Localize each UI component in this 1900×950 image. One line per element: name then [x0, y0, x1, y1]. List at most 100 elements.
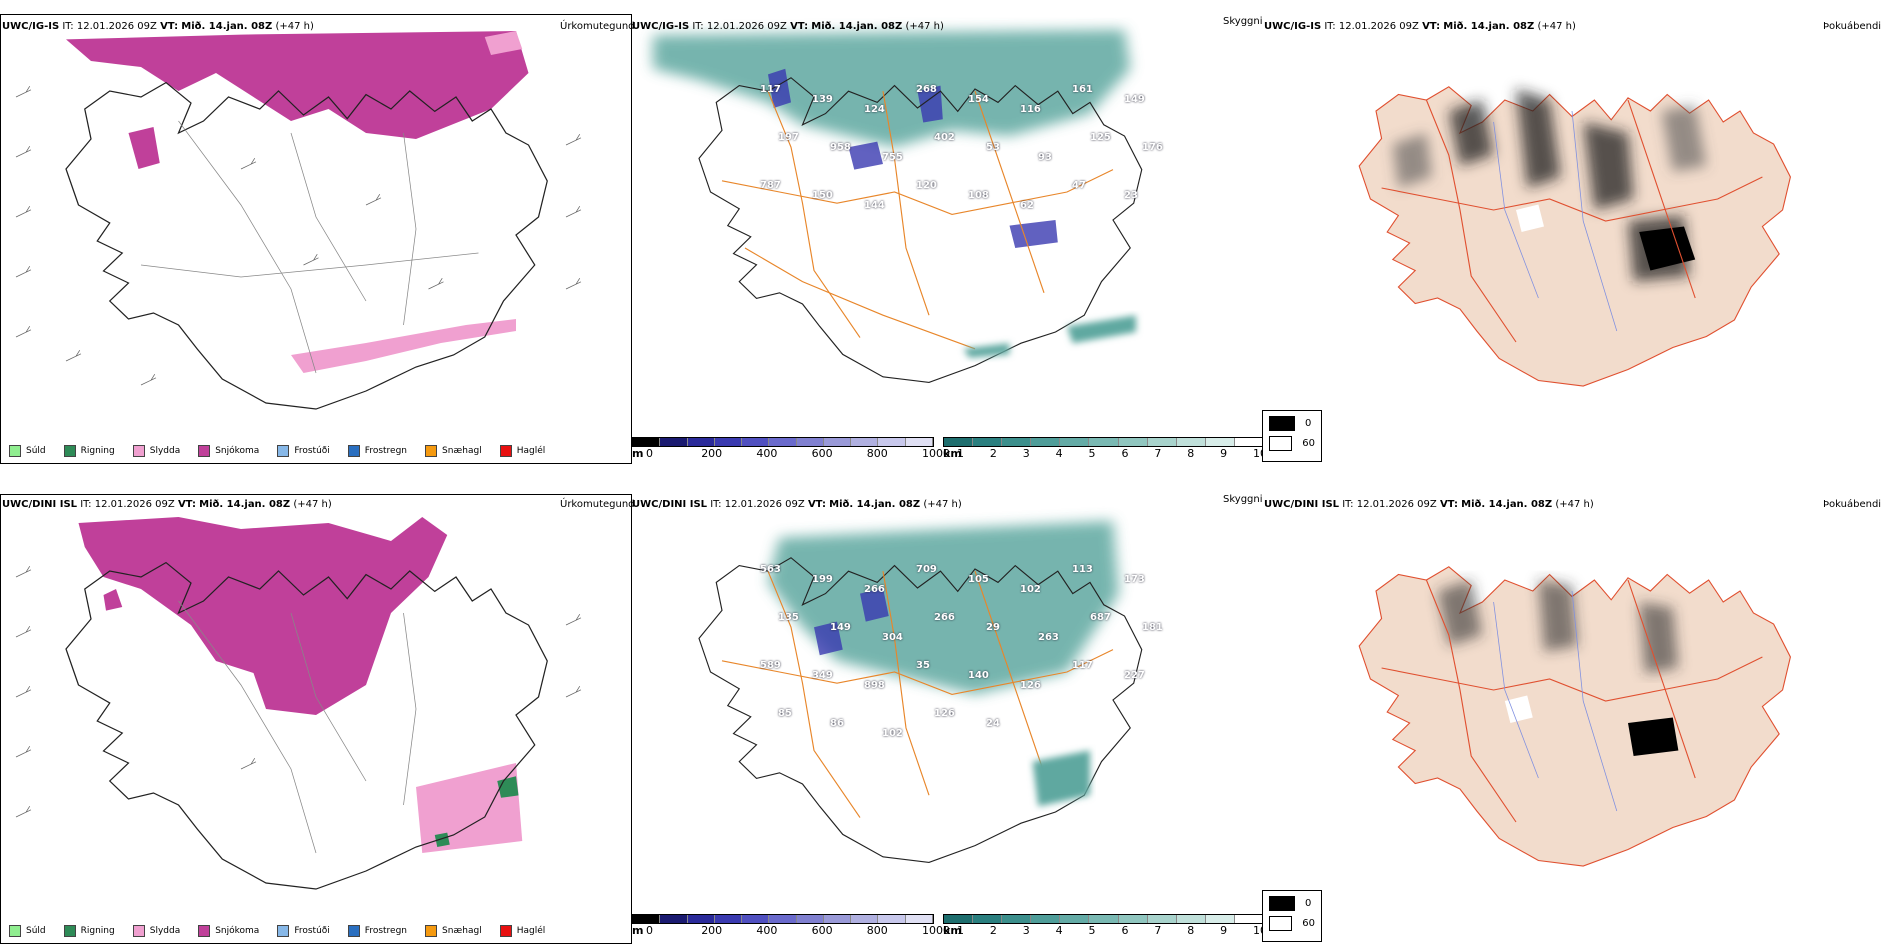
fog-title: Þokuábendi [1823, 499, 1882, 510]
visibility-value: 24 [986, 718, 1000, 729]
precip-legend-swatch [425, 445, 438, 457]
colorbar-tick: 7 [1154, 924, 1162, 937]
colorbar-segment [660, 915, 688, 923]
visibility-value: 35 [916, 660, 930, 671]
colorbar-segment [769, 438, 797, 446]
visibility-m-unit: m [632, 447, 644, 460]
fog-legend-top: 0 60 [1262, 410, 1322, 462]
precip-legend-item: Súld [9, 445, 46, 457]
colorbar-segment [851, 438, 879, 446]
colorbar-tick: 9 [1220, 447, 1228, 460]
sleet-area [416, 763, 523, 853]
precip-legend-item: Snjókoma [198, 925, 259, 937]
precip-type-title: Úrkomutegund [560, 499, 635, 510]
precip-legend-item: Rigning [63, 925, 115, 937]
visibility-value: 86 [830, 718, 844, 729]
colorbar-segment [660, 438, 688, 446]
visibility-km-unit: km [943, 924, 962, 937]
colorbar-segment [1089, 438, 1119, 446]
precip-legend-item: Súld [9, 925, 46, 937]
visibility-m-colorbar [632, 914, 934, 924]
precip-legend-item: Haglél [499, 925, 545, 937]
fog-swatch [1269, 916, 1293, 931]
precip-legend: Súld Rigning Slydda Snjókoma Frostúði Frostre… [9, 445, 559, 457]
visibility-value: 53 [986, 142, 1000, 153]
precip-legend-item: Frostúði [277, 445, 330, 457]
colorbar-segment [823, 915, 852, 923]
colorbar-tick: 1000 [922, 924, 950, 937]
precip-legend-swatch [499, 445, 512, 457]
visibility-value: 154 [968, 94, 989, 105]
precip-legend-item: Slydda [132, 445, 180, 457]
colorbar-segment [823, 438, 852, 446]
snow-area [103, 589, 123, 611]
visibility-value: 181 [1142, 622, 1163, 633]
colorbar-segment [1234, 438, 1265, 446]
colorbar-segment [1234, 915, 1265, 923]
colorbar-tick: 1000 [922, 447, 950, 460]
precip-type-title: Úrkomutegund [560, 21, 635, 32]
colorbar-segment [944, 438, 974, 446]
visibility-title: Skyggni [1223, 16, 1263, 27]
visibility-value: 29 [986, 622, 1000, 633]
colorbar-tick: 6 [1121, 924, 1129, 937]
colorbar-segment [633, 915, 661, 923]
colorbar-segment [1147, 438, 1177, 446]
visibility-map-bottom [698, 520, 1143, 863]
colorbar-segment [742, 438, 770, 446]
colorbar-tick: 800 [866, 447, 888, 460]
colorbar-segment [1176, 438, 1206, 446]
visibility-value: 144 [864, 200, 885, 211]
visibility-value: 125 [1090, 132, 1111, 143]
colorbar-tick: 5 [1088, 924, 1096, 937]
colorbar-segment [687, 438, 715, 446]
visibility-value: 402 [934, 132, 955, 143]
visibility-km-colorbar [943, 437, 1265, 447]
visibility-value: 23 [1124, 190, 1138, 201]
fog-swatch [1269, 416, 1295, 431]
visibility-value: 197 [778, 132, 799, 143]
snow-area [78, 517, 448, 715]
visibility-value: 85 [778, 708, 792, 719]
precip-legend-swatch [9, 445, 21, 457]
visibility-value: 227 [1124, 670, 1145, 681]
colorbar-tick: 8 [1187, 924, 1195, 937]
rain-area [434, 776, 519, 847]
fog-legend-bottom: 0 60 [1262, 890, 1322, 942]
precip-type-panel-bottom: Súld Rigning Slydda Snjókoma Frostúði Frostre… [0, 494, 632, 944]
precip-legend-swatch [63, 445, 76, 457]
fog-panel-top [1262, 14, 1872, 414]
colorbar-tick: 400 [756, 447, 778, 460]
visibility-value: 150 [812, 190, 833, 201]
visibility-value: 62 [1020, 200, 1034, 211]
precip-legend-item: Frostregn [347, 445, 407, 457]
precip-legend-swatch [277, 925, 290, 937]
fog-swatch [1269, 436, 1293, 451]
precip-legend-swatch [63, 925, 76, 937]
visibility-value: 93 [1038, 152, 1052, 163]
visibility-value: 709 [916, 564, 937, 575]
snow-area [128, 127, 160, 169]
colorbar-segment [1031, 915, 1061, 923]
colorbar-segment [687, 915, 715, 923]
visibility-value: 124 [864, 104, 885, 115]
visibility-value: 268 [916, 84, 937, 95]
colorbar-tick: 1 [957, 924, 964, 937]
colorbar-tick: 1 [957, 447, 964, 460]
visibility-value: 589 [760, 660, 781, 671]
precip-legend-item: Snjókoma [198, 445, 259, 457]
visibility-km-colorbar [943, 914, 1265, 924]
colorbar-tick: 2 [989, 924, 997, 937]
precip-type-map-bottom [15, 517, 582, 890]
visibility-value: 126 [934, 708, 955, 719]
precip-legend-swatch [9, 925, 21, 937]
visibility-value: 173 [1124, 574, 1145, 585]
precip-type-map-top [15, 31, 582, 410]
colorbar-segment [633, 438, 661, 446]
panel-header: UWC/IG-IS IT: 12.01.2026 09Z VT: Mið. 14… [632, 21, 944, 32]
visibility-value: 563 [760, 564, 781, 575]
fog-title: Þokuábendi [1823, 21, 1882, 32]
colorbar-segment [878, 915, 906, 923]
sleet-area [291, 319, 516, 373]
fog-map-bottom [1358, 566, 1791, 867]
